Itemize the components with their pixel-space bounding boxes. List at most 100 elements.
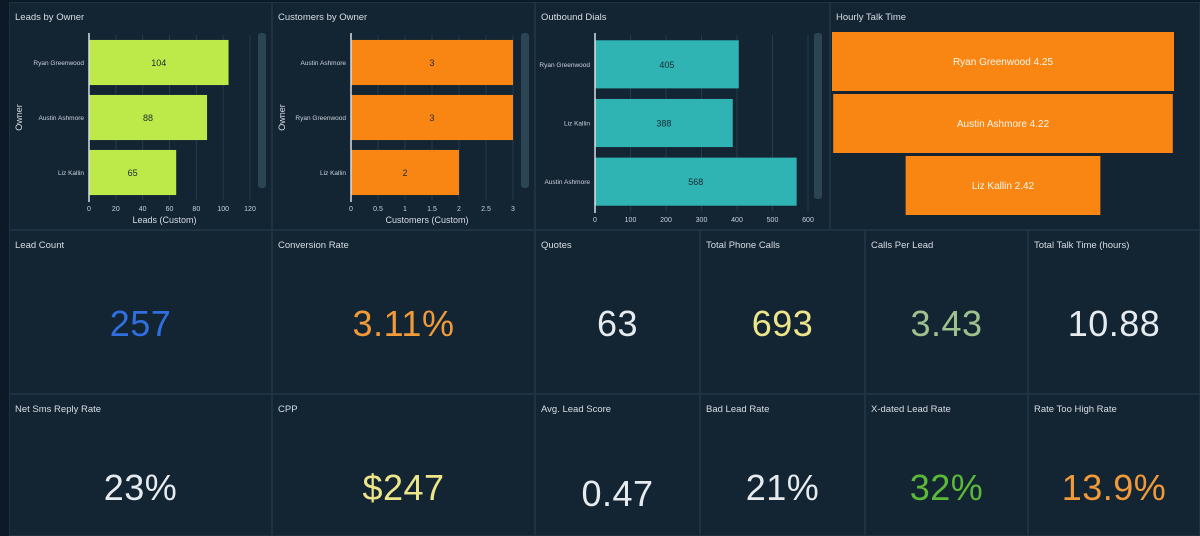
- kpi-title: Avg. Lead Score: [541, 404, 612, 415]
- x-tick-label: 200: [660, 217, 672, 224]
- x-tick-label: 60: [166, 206, 174, 213]
- bar: [89, 39, 229, 86]
- x-tick-label: 0: [349, 206, 353, 213]
- kpi-value: 13.9%: [1061, 467, 1167, 508]
- x-tick-label: 3: [511, 206, 515, 213]
- category-label: Liz Kallin: [320, 170, 346, 177]
- customers-by-owner-panel: Customers by Owner 3 Austin Ashmore 3 Ryan …: [272, 2, 535, 230]
- kpi-avg-lead-score: Avg. Lead Score 0.47: [535, 394, 700, 536]
- leads-by-owner-chart: 104 Ryan Greenwood 88 Austin Ashmore 65 Liz K…: [14, 33, 266, 225]
- kpi-conversion-rate: Conversion Rate 3.11%: [272, 230, 535, 394]
- category-label: Liz Kallin: [58, 170, 84, 177]
- y-axis-title: Owner: [277, 104, 287, 131]
- bar-value-label: 2: [402, 168, 407, 178]
- x-axis-title: Leads (Custom): [132, 215, 196, 225]
- category-label: Liz Kallin: [564, 121, 590, 128]
- category-label: Ryan Greenwood: [295, 115, 346, 122]
- x-tick-label: 2: [457, 206, 461, 213]
- kpi-quotes: Quotes 63: [535, 230, 700, 394]
- bar-value-label: 88: [143, 113, 153, 123]
- kpi-calls-per-lead: Calls Per Lead 3.43: [865, 230, 1028, 394]
- kpi-bad-lead-rate: Bad Lead Rate 21%: [700, 394, 865, 536]
- kpi-value: 257: [109, 303, 172, 344]
- bar: [351, 94, 513, 141]
- kpi-title: Bad Lead Rate: [706, 404, 770, 415]
- x-tick-label: 120: [244, 206, 256, 213]
- x-tick-label: 2.5: [481, 206, 491, 213]
- scrollbar-track: [521, 33, 529, 188]
- kpi-total-phone-calls: Total Phone Calls 693: [700, 230, 865, 394]
- bar-value-label: 568: [688, 177, 703, 187]
- x-tick-label: 100: [625, 217, 637, 224]
- leads-by-owner-panel: Leads by Owner 104 Ryan Greenwood 88 Austin…: [9, 2, 272, 230]
- bar: [89, 149, 177, 196]
- x-axis-title: Customers (Custom): [385, 215, 468, 225]
- funnel-label: Austin Ashmore 4.22: [957, 119, 1050, 130]
- outbound-dials-panel: Outbound Dials 405 Ryan Greenwood 388 Liz K…: [535, 2, 830, 230]
- y-axis-title: Owner: [14, 104, 24, 131]
- bar-value-label: 65: [128, 168, 138, 178]
- hourly-talk-time-chart: Ryan Greenwood 4.25 Austin Ashmore 4.22 Li…: [832, 32, 1174, 215]
- category-label: Ryan Greenwood: [33, 60, 84, 67]
- x-tick-label: 400: [731, 217, 743, 224]
- kpi-net-sms-reply-rate: Net Sms Reply Rate 23%: [9, 394, 272, 536]
- kpi-value: 3.43: [910, 303, 983, 344]
- kpi-value: 23%: [103, 467, 178, 508]
- kpi-title: Rate Too High Rate: [1034, 404, 1117, 415]
- kpi-title: Total Phone Calls: [706, 240, 780, 251]
- category-label: Ryan Greenwood: [539, 62, 590, 69]
- bar: [595, 40, 739, 89]
- kpi-x-dated-lead-rate: X-dated Lead Rate 32%: [865, 394, 1028, 536]
- kpi-title: Total Talk Time (hours): [1034, 240, 1130, 251]
- bar: [351, 149, 459, 196]
- x-tick-label: 600: [802, 217, 814, 224]
- kpi-lead-count: Lead Count 257: [9, 230, 272, 394]
- x-tick-label: 0.5: [373, 206, 383, 213]
- funnel-segment: [905, 156, 1101, 215]
- outbound-dials-title: Outbound Dials: [541, 12, 607, 23]
- customers-by-owner-title: Customers by Owner: [278, 12, 368, 23]
- bar: [595, 98, 733, 148]
- kpi-title: Conversion Rate: [278, 240, 349, 251]
- x-tick-label: 500: [767, 217, 779, 224]
- x-tick-label: 0: [593, 217, 597, 224]
- scrollbar-track: [814, 33, 822, 199]
- x-tick-label: 100: [217, 206, 229, 213]
- bar-value-label: 388: [656, 119, 671, 129]
- kpi-value: 32%: [909, 467, 984, 508]
- x-tick-label: 1.5: [427, 206, 437, 213]
- kpi-cpp: CPP $247: [272, 394, 535, 536]
- bar: [89, 94, 208, 141]
- bar: [351, 39, 513, 86]
- bar-value-label: 3: [429, 58, 434, 68]
- category-label: Austin Ashmore: [38, 115, 84, 122]
- x-tick-label: 300: [696, 217, 708, 224]
- kpi-title: Quotes: [541, 240, 572, 251]
- leads-by-owner-title: Leads by Owner: [15, 12, 85, 23]
- kpi-title: Calls Per Lead: [871, 240, 934, 251]
- funnel-segment: [832, 32, 1174, 91]
- x-tick-label: 80: [192, 206, 200, 213]
- x-tick-label: 40: [139, 206, 147, 213]
- x-tick-label: 1: [403, 206, 407, 213]
- bar-value-label: 405: [659, 60, 674, 70]
- kpi-value: 0.47: [581, 473, 654, 514]
- hourly-talk-time-panel: Hourly Talk Time Ryan Greenwood 4.25 Aust…: [830, 2, 1200, 230]
- kpi-value: 21%: [745, 467, 820, 508]
- scrollbar-track: [258, 33, 266, 188]
- funnel-label: Ryan Greenwood 4.25: [953, 57, 1054, 68]
- kpi-total-talk-time: Total Talk Time (hours) 10.88: [1028, 230, 1200, 394]
- outbound-dials-chart: 405 Ryan Greenwood 388 Liz Kallin 568 Austin …: [539, 33, 822, 224]
- x-tick-label: 0: [87, 206, 91, 213]
- kpi-value: 3.11%: [352, 303, 455, 344]
- kpi-title: Net Sms Reply Rate: [15, 404, 102, 415]
- funnel-segment: [833, 94, 1173, 153]
- bar-value-label: 3: [429, 113, 434, 123]
- kpi-title: Lead Count: [15, 240, 65, 251]
- kpi-title: CPP: [278, 404, 298, 415]
- kpi-rate-too-high-rate: Rate Too High Rate 13.9%: [1028, 394, 1200, 536]
- kpi-value: 10.88: [1067, 303, 1161, 344]
- bar-value-label: 104: [151, 58, 166, 68]
- category-label: Austin Ashmore: [300, 60, 346, 67]
- hourly-talk-time-title: Hourly Talk Time: [836, 12, 907, 23]
